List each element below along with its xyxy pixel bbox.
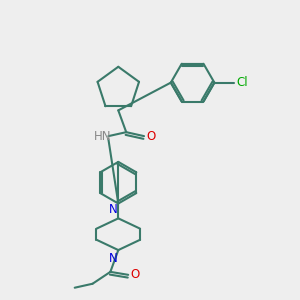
Text: N: N: [109, 252, 118, 265]
Text: HN: HN: [94, 130, 111, 142]
Text: O: O: [146, 130, 155, 142]
Text: Cl: Cl: [236, 76, 248, 89]
Text: N: N: [109, 203, 118, 216]
Text: O: O: [130, 268, 140, 281]
